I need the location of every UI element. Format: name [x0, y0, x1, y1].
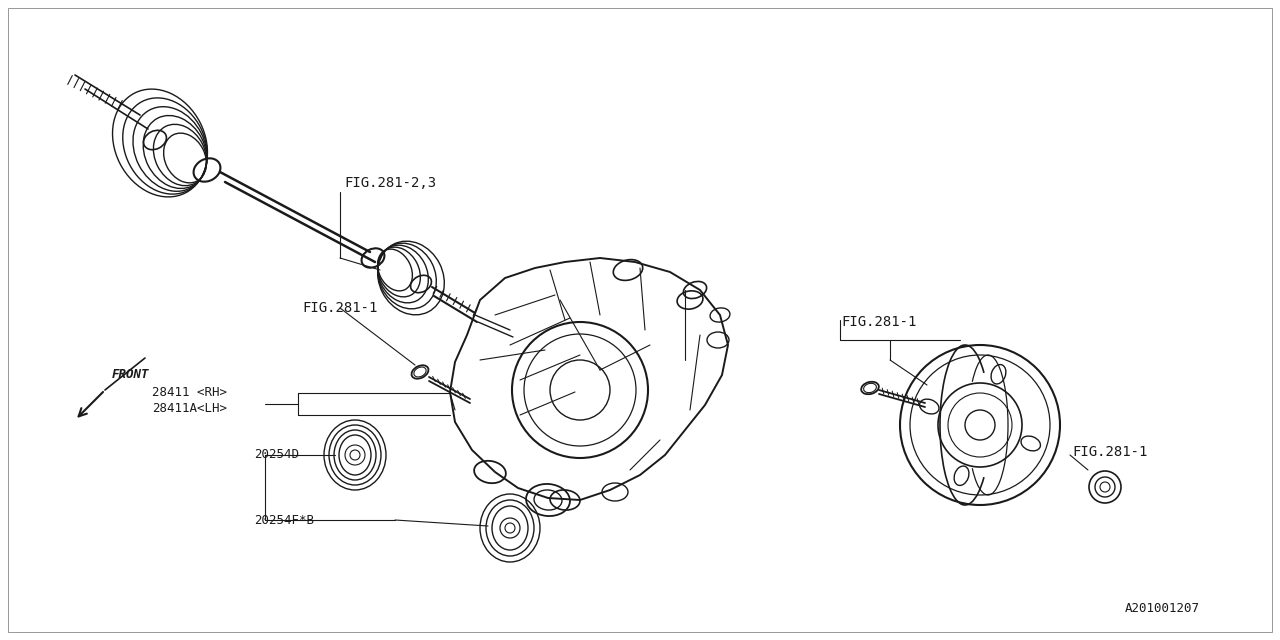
Text: FIG.281-1: FIG.281-1: [302, 301, 378, 315]
Text: 28411 <RH>: 28411 <RH>: [152, 387, 227, 399]
Text: FIG.281-1: FIG.281-1: [841, 315, 916, 329]
Text: 20254F*B: 20254F*B: [253, 513, 314, 527]
Text: 28411A<LH>: 28411A<LH>: [152, 401, 227, 415]
Text: 20254D: 20254D: [253, 449, 300, 461]
Text: FRONT: FRONT: [113, 369, 150, 381]
Text: A201001207: A201001207: [1125, 602, 1201, 615]
Text: FIG.281-1: FIG.281-1: [1073, 445, 1147, 459]
Text: FIG.281-2,3: FIG.281-2,3: [344, 176, 436, 190]
